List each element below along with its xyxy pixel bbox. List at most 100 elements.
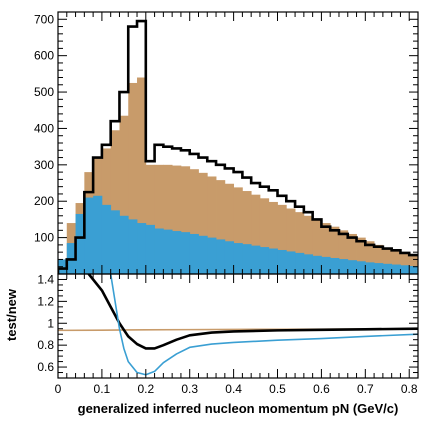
ratio-xtick-label-4: 0.4 <box>225 382 242 396</box>
blue-bar-6 <box>110 210 120 274</box>
blue-bar-17 <box>207 237 217 274</box>
top-ytick-label-1: 200 <box>34 194 54 208</box>
ratio-frame <box>57 273 419 379</box>
blue-bar-14 <box>180 232 191 274</box>
blue-bar-25 <box>277 249 287 274</box>
blue-bar-5 <box>101 204 112 274</box>
top-histogram-panel: 100 200 300 400 500 600 700 <box>34 11 419 275</box>
blue-bar-32 <box>338 259 349 274</box>
top-ytick-label-0: 100 <box>34 231 54 245</box>
ratio-ytick-label-1: 0.8 <box>37 338 54 352</box>
blue-bar-39 <box>400 265 410 274</box>
ratio-xtick-label-3: 0.3 <box>181 382 198 396</box>
brown-bar-38 <box>391 250 401 274</box>
brown-bar-39 <box>400 252 410 274</box>
brown-bar-9 <box>137 77 147 274</box>
brown-bar-12 <box>163 164 173 274</box>
blue-bar-27 <box>295 252 305 274</box>
ratio-xtick-label-0: 0 <box>55 382 62 396</box>
blue-bar-40 <box>409 265 418 274</box>
blue-bar-13 <box>172 231 182 274</box>
blue-bar-26 <box>286 251 296 274</box>
blue-bar-3 <box>84 197 94 274</box>
brown-bar-25 <box>277 204 287 274</box>
brown-bar-34 <box>356 237 366 274</box>
blue-ratio-curve <box>109 274 418 376</box>
blue-bar-8 <box>128 219 138 274</box>
brown-bar-32 <box>338 230 349 274</box>
brown-bar-33 <box>347 233 357 274</box>
blue-bar-7 <box>119 215 129 274</box>
ratio-ytick-label-3: 1.2 <box>37 294 54 308</box>
brown-bar-40 <box>409 255 418 274</box>
outline-histogram <box>58 19 418 274</box>
x-axis-title: generalized inferred nucleon momentum pN… <box>78 401 399 416</box>
ratio-ytick-label-0: 0.6 <box>37 360 54 374</box>
blue-bar-34 <box>356 261 366 274</box>
brown-bar-6 <box>110 130 120 274</box>
ratio-xtick-label-8: 0.8 <box>401 382 418 396</box>
brown-bar-31 <box>330 226 340 274</box>
blue-bar-23 <box>259 247 270 274</box>
brown-bar-10 <box>145 164 155 274</box>
y-axis-title: test/new <box>4 288 19 341</box>
ratio-xtick-label-2: 0.2 <box>137 382 154 396</box>
brown-bar-15 <box>189 169 199 274</box>
blue-bar-30 <box>321 256 331 274</box>
brown-bar-27 <box>295 212 305 274</box>
blue-bar-2 <box>75 213 85 274</box>
ratio-xtick-label-5: 0.5 <box>269 382 286 396</box>
brown-bar-16 <box>198 172 208 274</box>
brown-bar-11 <box>154 164 164 274</box>
brown-bar-7 <box>119 115 129 274</box>
blue-bar-36 <box>374 263 384 274</box>
top-ytick-label-3: 400 <box>34 121 54 135</box>
black-ratio-curve <box>87 274 418 350</box>
blue-bar-38 <box>391 264 401 274</box>
ratio-xtick-label-6: 0.6 <box>313 382 330 396</box>
blue-bar-22 <box>251 245 261 274</box>
blue-bar-29 <box>312 255 322 274</box>
blue-bar-24 <box>268 248 278 274</box>
brown-bar-18 <box>216 180 226 274</box>
top-ytick-label-5: 600 <box>34 49 54 63</box>
blue-bar-16 <box>198 235 208 274</box>
brown-bar-35 <box>365 241 375 274</box>
top-ytick-label-4: 500 <box>34 85 54 99</box>
blue-bar-4 <box>93 195 103 274</box>
top-plot-area <box>58 19 418 274</box>
brown-bar-24 <box>268 201 278 274</box>
blue-bar-20 <box>233 243 243 274</box>
ratio-panel: 0.6 0.8 1 1.2 1.4 0 0.1 0.2 0.3 0.4 0.5 0.6 0.7 0.8 <box>37 272 419 396</box>
brown-bar-19 <box>224 183 235 274</box>
brown-bar-17 <box>207 176 217 274</box>
blue-bar-18 <box>216 239 226 274</box>
blue-bar-11 <box>154 228 164 274</box>
brown-bar-26 <box>286 208 296 274</box>
ratio-xtick-label-1: 0.1 <box>94 382 111 396</box>
ratio-ytick-label-4: 1.4 <box>37 272 54 286</box>
blue-bar-15 <box>189 233 199 274</box>
ratio-plot-area <box>58 274 418 376</box>
brown-bar-20 <box>233 187 243 274</box>
blue-bar-12 <box>163 229 173 274</box>
blue-bar-21 <box>242 244 252 274</box>
blue-bar-9 <box>137 223 147 274</box>
brown-bar-30 <box>321 223 331 274</box>
brown-bar-23 <box>259 198 270 274</box>
brown-bar-37 <box>382 247 393 274</box>
blue-bar-31 <box>330 257 340 274</box>
blue-bar-28 <box>303 254 314 274</box>
brown-bar-28 <box>303 215 314 274</box>
brown-bar-13 <box>172 165 182 274</box>
brown-bar-29 <box>312 219 322 274</box>
ratio-ytick-label-2: 1 <box>47 316 54 330</box>
blue-bar-33 <box>347 260 357 274</box>
brown-bar-8 <box>128 82 138 274</box>
ratio-xtick-label-7: 0.7 <box>357 382 374 396</box>
blue-bar-37 <box>382 263 393 274</box>
brown-bar-21 <box>242 191 252 274</box>
blue-bar-19 <box>224 241 235 274</box>
blue-bar-10 <box>145 224 155 274</box>
